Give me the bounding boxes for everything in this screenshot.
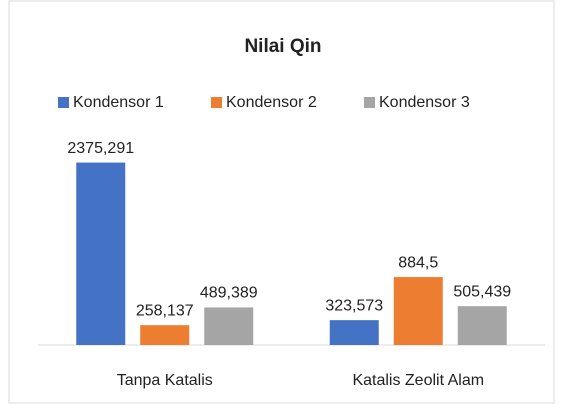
bar [329, 320, 379, 345]
data-label: 884,5 [398, 254, 438, 271]
data-label: 505,439 [453, 283, 511, 300]
bar [204, 307, 254, 345]
x-tick-label: Katalis Zeolit Alam [352, 372, 484, 389]
data-label: 258,137 [136, 302, 194, 319]
data-label: 2375,291 [67, 140, 134, 157]
legend-label: Kondensor 1 [73, 94, 164, 111]
x-tick-label: Tanpa Katalis [117, 372, 213, 389]
bar [140, 325, 190, 345]
data-label: 323,573 [325, 297, 383, 314]
legend-label: Kondensor 3 [379, 94, 470, 111]
bar [76, 162, 126, 345]
bar [393, 277, 443, 345]
data-label: 489,389 [200, 285, 258, 302]
chart-title: Nilai Qin [244, 36, 321, 57]
bar [457, 306, 507, 345]
legend-swatch [58, 97, 69, 108]
legend-swatch [211, 97, 222, 108]
legend-label: Kondensor 2 [226, 94, 317, 111]
legend-swatch [364, 97, 375, 108]
